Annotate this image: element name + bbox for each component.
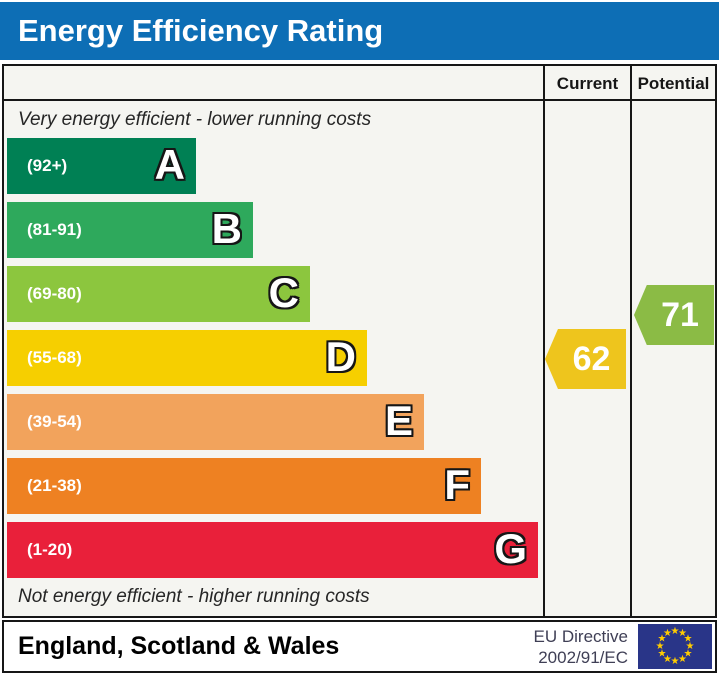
eu-flag-star-icon: ★ <box>670 625 680 637</box>
table-body: Very energy efficient - lower running co… <box>4 103 715 616</box>
band-e: (39-54) E <box>7 394 424 450</box>
current-rating-value: 62 <box>572 339 611 378</box>
eu-flag-star-icon: ★ <box>683 648 693 659</box>
band-f-range: (21-38) <box>27 476 82 495</box>
current-column-header: Current <box>556 74 619 93</box>
eu-flag-star-icon: ★ <box>655 640 665 652</box>
eu-directive-line2: 2002/91/EC <box>538 647 628 667</box>
band-d-letter: D <box>325 333 356 381</box>
band-g: (1-20) G <box>7 522 538 578</box>
band-a-letter: A <box>154 141 185 189</box>
eu-flag-star-icon: ★ <box>683 633 693 644</box>
eu-flag-star-icon: ★ <box>670 655 680 667</box>
eu-flag-star-icon: ★ <box>657 633 667 644</box>
band-d: (55-68) D <box>7 330 367 386</box>
potential-column-header: Potential <box>637 74 710 93</box>
page-title: Energy Efficiency Rating <box>18 13 384 48</box>
band-g-range: (1-20) <box>27 540 73 559</box>
band-c-letter: C <box>268 269 299 317</box>
band-f-letter: F <box>444 461 470 509</box>
region-label: England, Scotland & Wales <box>18 632 340 660</box>
band-c-range: (69-80) <box>27 284 82 303</box>
eu-flag-star-icon: ★ <box>657 648 667 659</box>
band-b-letter: B <box>211 205 242 253</box>
eu-flag-star-icon: ★ <box>663 653 672 665</box>
band-g-letter: G <box>494 525 527 573</box>
band-a: (92+) A <box>7 138 196 194</box>
band-f: (21-38) F <box>7 458 481 514</box>
band-b: (81-91) B <box>7 202 253 258</box>
current-rating-tag: 62 <box>545 329 626 389</box>
band-e-letter: E <box>384 397 413 445</box>
bottom-note: Not energy efficient - higher running co… <box>18 586 370 607</box>
eu-flag-star-icon: ★ <box>685 640 695 652</box>
column-divider-potential <box>630 66 632 616</box>
rating-table: Current Potential Very energy efficient … <box>2 64 717 618</box>
band-d-range: (55-68) <box>27 348 82 367</box>
title-bar: Energy Efficiency Rating <box>0 2 719 60</box>
rating-bands: (92+) A (81-91) B (69-80) C (55-68) D (3… <box>7 138 538 586</box>
band-a-range: (92+) <box>27 156 68 175</box>
band-b-range: (81-91) <box>27 220 82 239</box>
footer-right: EU Directive 2002/91/EC ★ ★ ★ ★ ★ ★ ★ ★ … <box>534 622 712 671</box>
eu-flag-star-icon: ★ <box>678 627 687 639</box>
eu-directive-line1: EU Directive <box>533 626 628 646</box>
table-header: Current Potential <box>4 66 715 101</box>
eu-directive-label: EU Directive 2002/91/EC <box>534 626 628 668</box>
eu-flag-icon: ★ ★ ★ ★ ★ ★ ★ ★ ★ ★ ★ ★ <box>638 624 712 669</box>
column-divider-current <box>543 66 545 616</box>
potential-rating-tag: 71 <box>634 285 714 345</box>
band-c: (69-80) C <box>7 266 310 322</box>
eu-flag-star-icon: ★ <box>663 627 672 639</box>
footer: England, Scotland & Wales EU Directive 2… <box>2 620 717 673</box>
band-e-range: (39-54) <box>27 412 82 431</box>
potential-rating-value: 71 <box>661 295 699 334</box>
top-note: Very energy efficient - lower running co… <box>18 109 372 130</box>
eu-flag-star-icon: ★ <box>678 653 687 665</box>
